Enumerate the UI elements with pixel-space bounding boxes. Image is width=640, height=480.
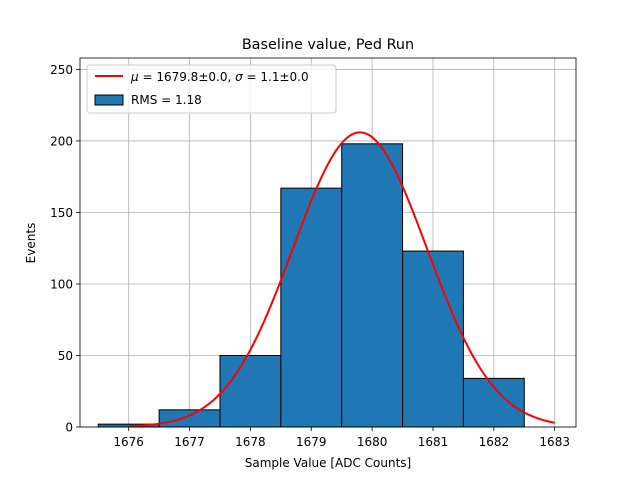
legend-box [86,64,337,114]
y-tick-label: 0 [65,421,73,435]
plot-frame [79,57,577,428]
legend-hist-swatch [94,94,124,106]
histogram-bar [280,187,343,428]
x-tick-label: 1682 [479,435,510,449]
histogram-bar [158,409,221,428]
x-axis-label: Sample Value [ADC Counts] [245,456,411,470]
x-tick-label: 1681 [418,435,449,449]
x-tick-label: 1677 [174,435,205,449]
y-tick-label: 250 [50,63,73,77]
x-tick-label: 1679 [296,435,327,449]
x-tick-label: 1678 [235,435,266,449]
legend-sigma-symbol: σ [235,70,243,84]
legend-mu-value: = 1679.8±0.0, [139,70,235,84]
legend-fit-label: μ = 1679.8±0.0, σ = 1.1±0.0 [130,70,309,84]
gaussian-fit-curve [128,131,555,428]
y-axis-ticks: 0 50 100 150 200 250 [50,63,80,435]
x-tick-label: 1683 [539,435,570,449]
x-tick-label: 1676 [113,435,144,449]
y-tick-label: 150 [50,206,73,220]
legend: μ = 1679.8±0.0, σ = 1.1±0.0 RMS = 1.18 [86,64,337,114]
y-axis-label: Events [24,223,38,264]
legend-sigma-value: = 1.1±0.0 [243,70,309,84]
x-tick-label: 1680 [357,435,388,449]
legend-hist-label: RMS = 1.18 [131,93,202,107]
legend-mu-symbol: μ [130,70,139,84]
chart-title: Baseline value, Ped Run [242,37,414,53]
histogram-bar [402,250,464,428]
histogram-bar [341,143,404,428]
y-tick-label: 100 [50,277,73,291]
x-axis-ticks: 1676 1677 1678 1679 1680 1681 1682 1683 [113,427,570,449]
y-tick-label: 200 [50,134,73,148]
histogram-bar [219,354,282,428]
y-tick-label: 50 [58,349,73,363]
